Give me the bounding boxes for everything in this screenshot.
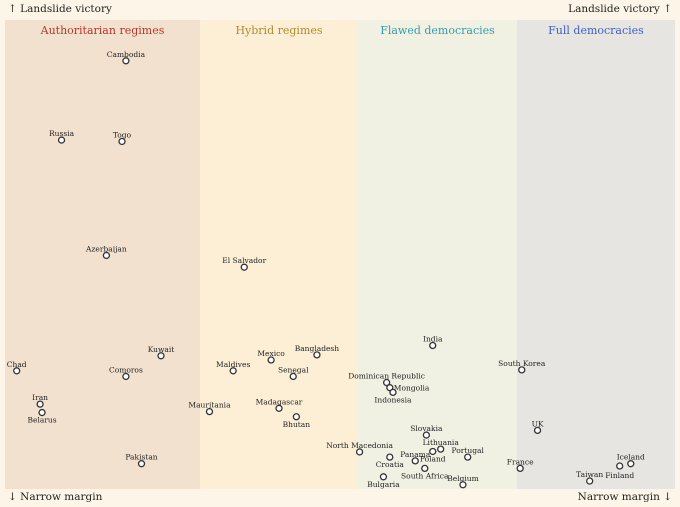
point-label: Bulgaria: [367, 480, 400, 489]
data-point[interactable]: [586, 477, 594, 485]
data-point[interactable]: [36, 400, 44, 408]
top-left-axis-label: ↑ Landslide victory: [8, 3, 112, 15]
point-label: Slovakia: [410, 424, 443, 433]
point-label: India: [423, 334, 443, 343]
data-point[interactable]: [379, 473, 388, 481]
data-point[interactable]: [205, 407, 214, 416]
data-point[interactable]: [382, 378, 391, 387]
data-point[interactable]: [533, 426, 542, 435]
data-point[interactable]: [292, 413, 301, 421]
regime-headers: Authoritarian regimes Hybrid regimes Flawe…: [40, 24, 645, 37]
point-label: North Macedonia: [326, 441, 393, 450]
point-label: Bangladesh: [295, 344, 340, 353]
point-label: Mexico: [257, 349, 285, 358]
point-label: Belarus: [28, 416, 57, 425]
bottom-left-axis-label: ↓ Narrow margin: [8, 491, 103, 503]
point-label: South Korea: [498, 359, 546, 368]
point-label: Iceland: [617, 453, 645, 462]
data-point[interactable]: [464, 453, 472, 461]
data-point[interactable]: [102, 251, 111, 260]
data-point[interactable]: [421, 464, 429, 473]
data-point[interactable]: [229, 367, 237, 375]
data-point[interactable]: [38, 408, 46, 417]
data-points: Cambodia Russia Togo Azerbaijan Kuwait Chad Co…: [7, 50, 645, 489]
point-label: Azerbaijan: [85, 244, 127, 253]
data-point[interactable]: [627, 460, 635, 468]
point-label: Kuwait: [148, 345, 175, 354]
point-label: Indonesia: [374, 395, 412, 404]
regime-band: [517, 20, 675, 489]
point-label: Comoros: [109, 365, 143, 374]
data-point[interactable]: [122, 372, 130, 381]
data-point[interactable]: [275, 404, 283, 412]
data-point[interactable]: [157, 352, 165, 360]
point-label: Maldives: [216, 360, 250, 369]
regime-header: Flawed democracies: [380, 24, 495, 37]
data-point[interactable]: [57, 136, 66, 144]
point-label: Mongolia: [394, 384, 430, 393]
data-point[interactable]: [240, 263, 248, 271]
regime-header: Full democracies: [548, 24, 644, 37]
point-label: Finland: [605, 471, 634, 480]
point-label: El Salvador: [222, 256, 266, 265]
data-point[interactable]: [289, 372, 297, 381]
regime-header: Hybrid regimes: [235, 24, 322, 37]
point-label: South Africa: [401, 471, 449, 480]
point-label: Croatia: [376, 460, 405, 469]
point-label: Poland: [420, 454, 446, 463]
data-point[interactable]: [411, 457, 419, 465]
data-point[interactable]: [437, 445, 445, 453]
data-point[interactable]: [459, 481, 467, 489]
point-label: Lithuania: [423, 438, 460, 447]
point-label: Panama: [400, 450, 431, 459]
data-point[interactable]: [516, 464, 524, 473]
point-label: Mauritania: [188, 401, 231, 410]
data-point[interactable]: [355, 448, 364, 456]
point-label: Belgium: [447, 474, 479, 483]
data-point[interactable]: [122, 57, 130, 65]
top-right-axis-label: Landslide victory ↑: [568, 3, 672, 15]
data-point[interactable]: [422, 431, 431, 439]
point-label: Chad: [7, 360, 27, 369]
data-point[interactable]: [616, 462, 624, 470]
data-point[interactable]: [518, 366, 526, 374]
point-label: Taiwan: [576, 470, 603, 479]
data-point[interactable]: [137, 460, 146, 468]
point-label: Portugal: [452, 446, 485, 455]
data-point[interactable]: [429, 341, 437, 350]
point-label: Madagascar: [256, 397, 303, 406]
point-label: Russia: [49, 129, 75, 138]
data-point[interactable]: [386, 453, 394, 461]
point-label: Senegal: [278, 365, 309, 374]
bottom-right-axis-label: Narrow margin ↓: [577, 491, 672, 503]
point-label: Togo: [113, 130, 132, 139]
data-point[interactable]: [13, 367, 21, 375]
regime-band: [358, 20, 517, 489]
point-label: France: [507, 457, 534, 466]
data-point[interactable]: [118, 137, 126, 146]
point-label: Pakistan: [125, 453, 157, 462]
point-label: Iran: [32, 393, 48, 402]
data-point[interactable]: [313, 351, 321, 359]
regime-band: [200, 20, 358, 489]
point-label: Bhutan: [283, 420, 311, 429]
data-point[interactable]: [429, 447, 437, 456]
regime-header: Authoritarian regimes: [40, 24, 165, 37]
point-label: UK: [532, 419, 544, 428]
data-point[interactable]: [267, 356, 275, 364]
data-point[interactable]: [389, 388, 397, 397]
point-label: Cambodia: [107, 50, 146, 59]
regime-bands: [5, 20, 675, 489]
regime-band: [5, 20, 200, 489]
point-label: Dominican Republic: [348, 372, 425, 381]
